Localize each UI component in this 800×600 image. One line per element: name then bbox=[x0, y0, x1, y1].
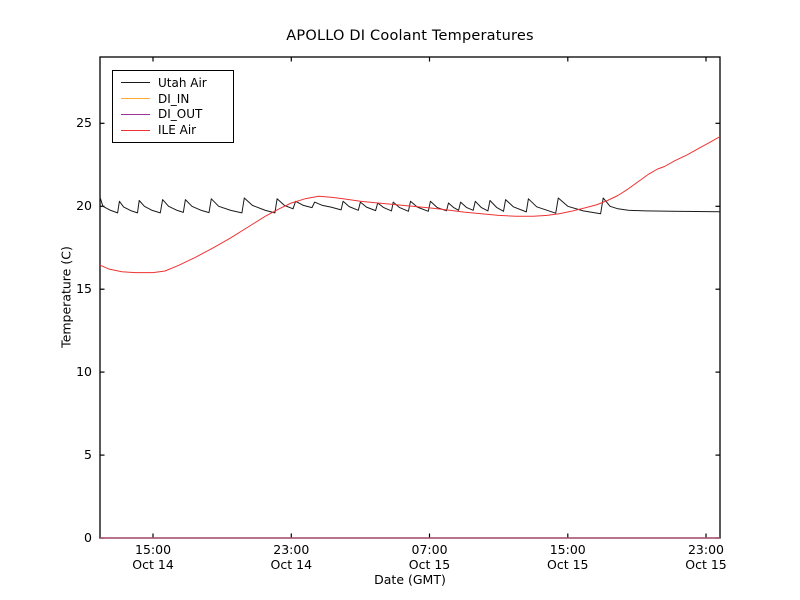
y-tick-label: 0 bbox=[84, 530, 92, 545]
legend-label-di-in: DI_IN bbox=[158, 91, 190, 106]
legend-line-sample-utah-air bbox=[121, 82, 150, 84]
series-utah-air-line bbox=[99, 197, 721, 215]
legend-item-di-in: DI_IN bbox=[121, 91, 227, 107]
legend-label-ile-air: ILE Air bbox=[158, 123, 197, 138]
legend-item-di-out: DI_OUT bbox=[121, 107, 227, 123]
x-tick-label-time: 15:00 bbox=[549, 542, 586, 557]
legend: Utah Air DI_IN DI_OUT ILE Air bbox=[112, 70, 234, 144]
legend-line-sample-ile-air bbox=[121, 129, 150, 131]
x-tick-label-date: Oct 15 bbox=[685, 557, 727, 572]
y-tick-label: 5 bbox=[84, 447, 92, 463]
x-axis-label: Date (GMT) bbox=[374, 572, 446, 587]
legend-label-di-out: DI_OUT bbox=[158, 107, 203, 122]
x-tick-label-time: 23:00 bbox=[687, 542, 725, 557]
x-tick-label-date: Oct 14 bbox=[132, 557, 174, 572]
legend-item-utah-air: Utah Air bbox=[121, 75, 227, 91]
legend-label-utah-air: Utah Air bbox=[158, 75, 207, 90]
chart-title: APOLLO DI Coolant Temperatures bbox=[286, 28, 534, 44]
legend-item-ile-air: ILE Air bbox=[121, 122, 227, 138]
x-tick-label-time: 07:00 bbox=[411, 542, 448, 557]
y-tick-label: 15 bbox=[76, 281, 92, 297]
x-tick-label-time: 15:00 bbox=[135, 542, 172, 557]
x-tick-label-date: Oct 15 bbox=[408, 557, 451, 572]
x-tick-label-date: Oct 14 bbox=[270, 557, 313, 572]
x-tick-label-date: Oct 15 bbox=[547, 557, 589, 572]
y-tick-label: 20 bbox=[76, 198, 92, 214]
y-tick-label: 10 bbox=[76, 364, 92, 380]
series-ile-air-line bbox=[99, 136, 721, 274]
legend-line-sample-di-out bbox=[121, 113, 150, 115]
legend-line-sample-di-in bbox=[121, 98, 150, 100]
x-tick-label-time: 23:00 bbox=[273, 542, 310, 557]
y-tick-label: 25 bbox=[76, 115, 92, 131]
